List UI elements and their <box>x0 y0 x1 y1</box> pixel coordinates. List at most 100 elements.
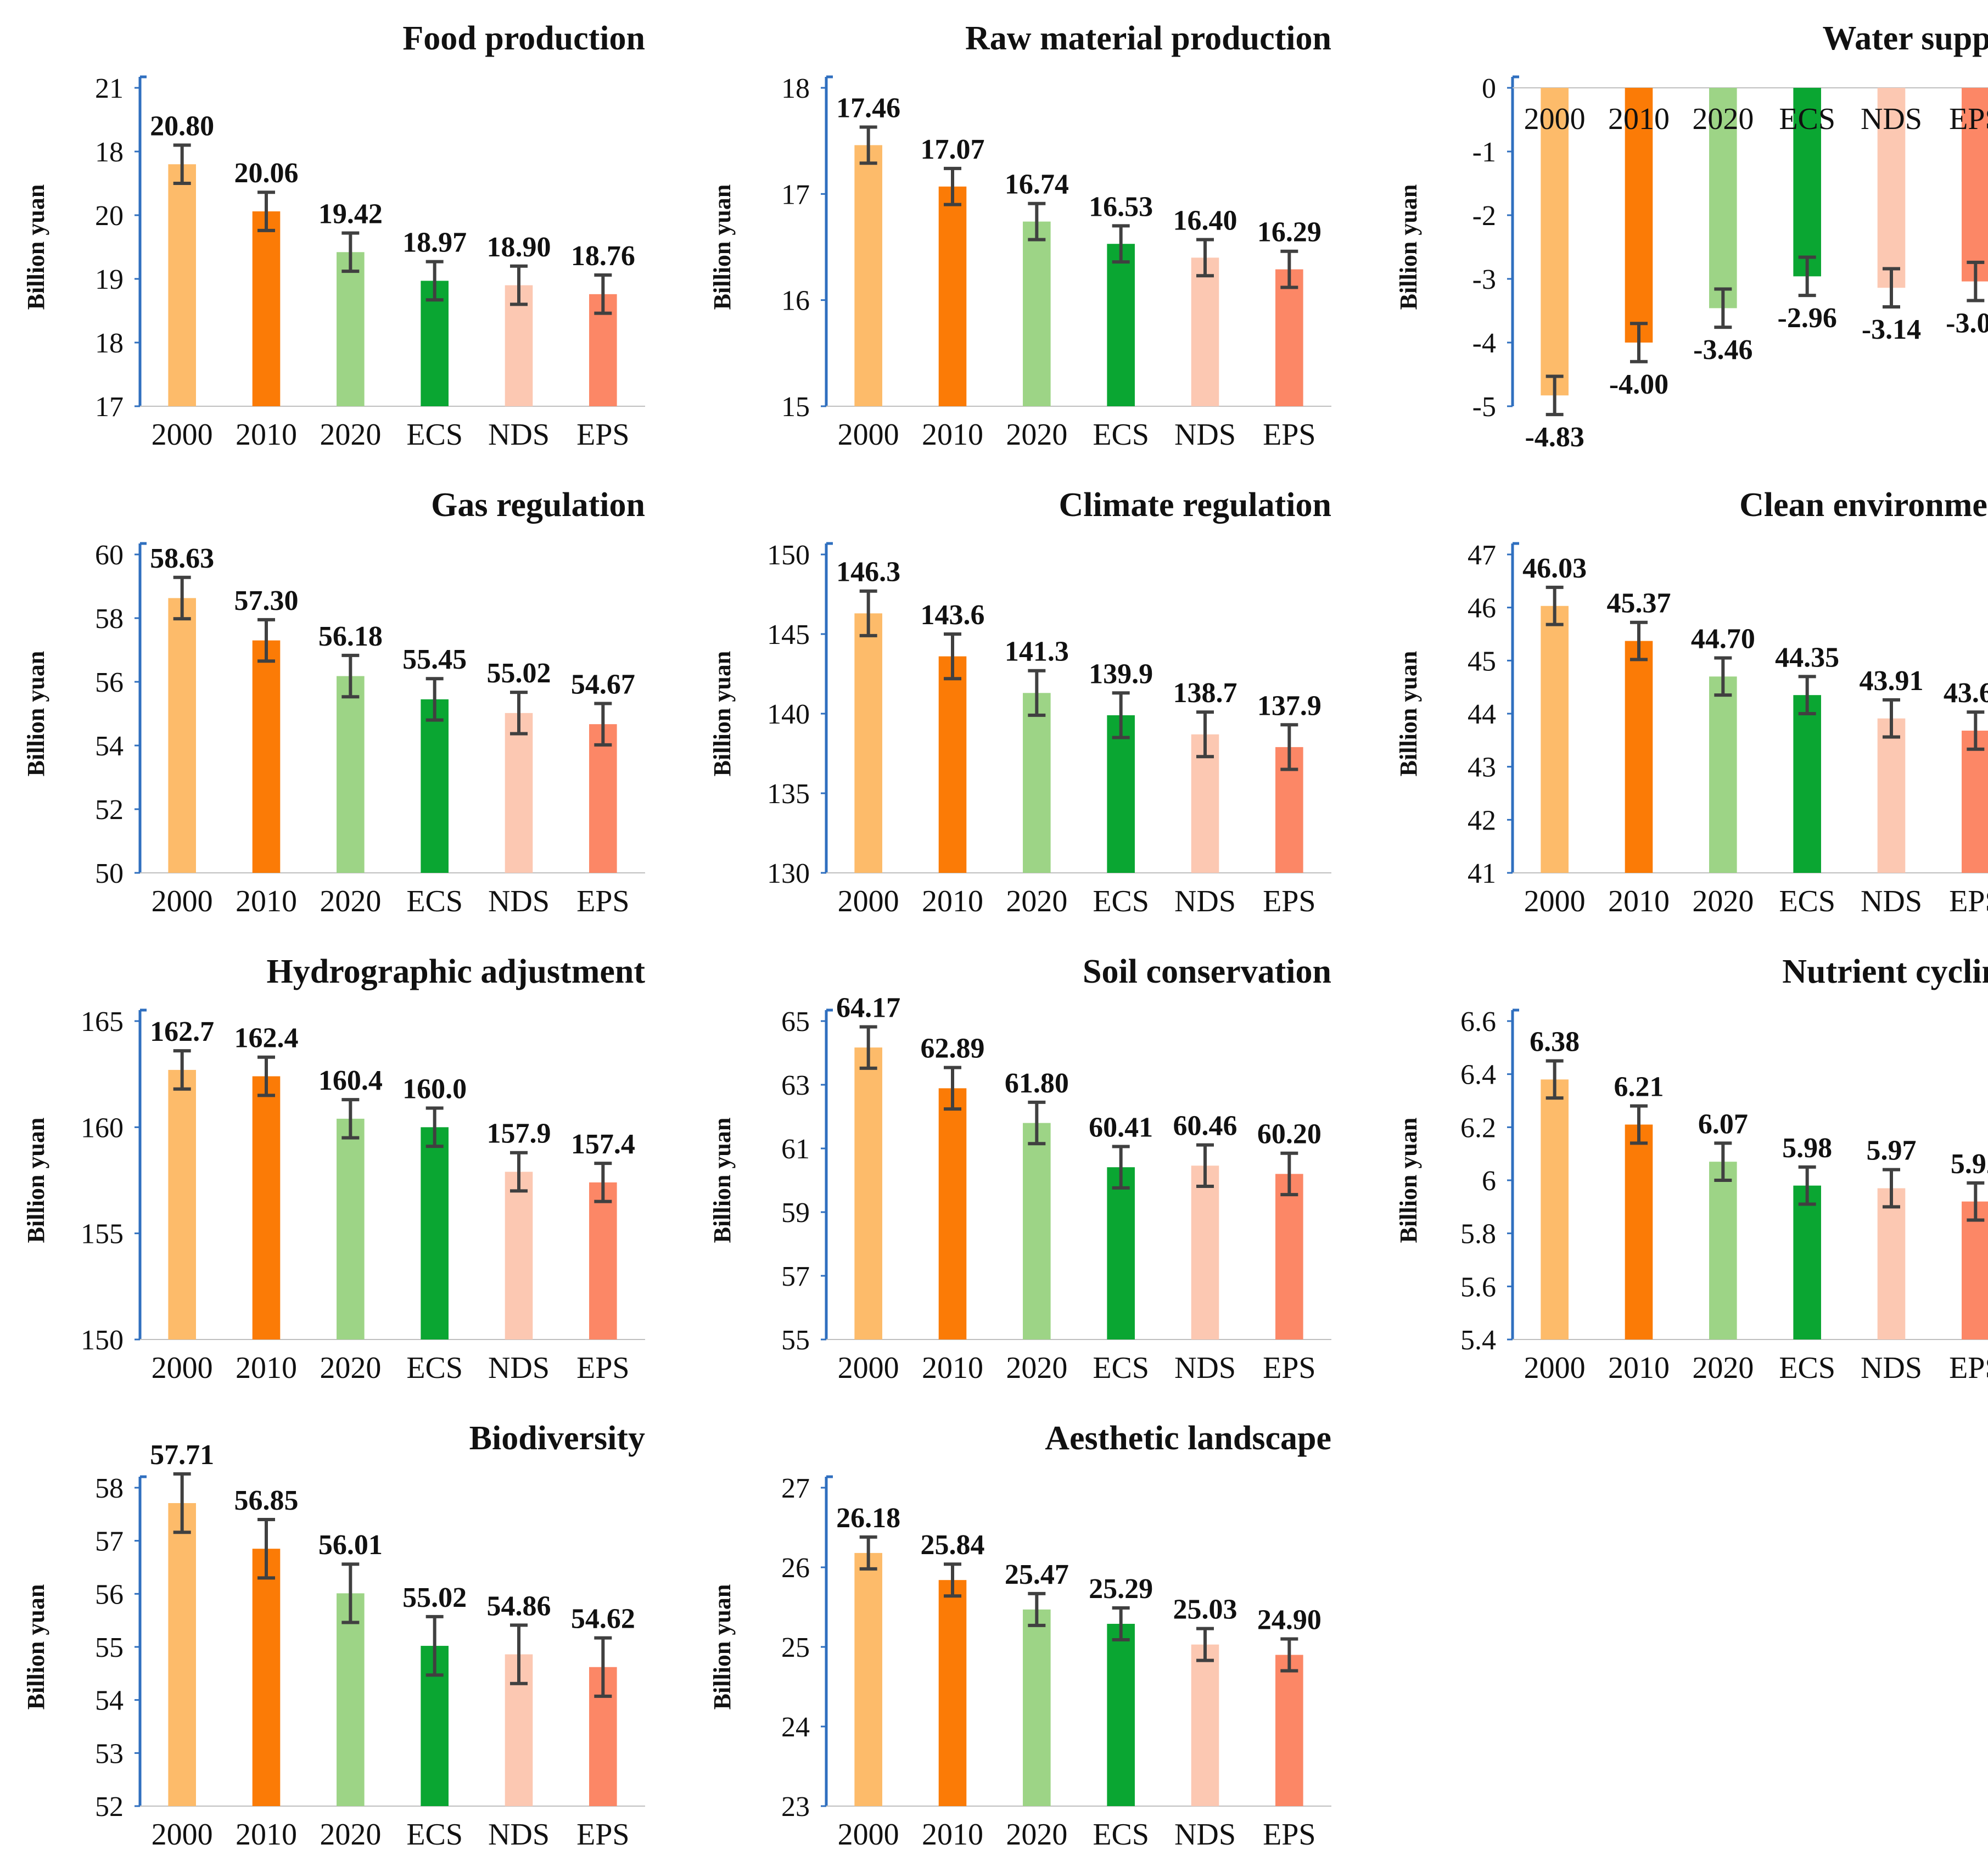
error-bar-ecs <box>1112 691 1130 739</box>
bar-2020 <box>337 1118 365 1339</box>
bar-ecs <box>1107 715 1135 873</box>
bar-2000 <box>854 1552 882 1806</box>
y-tick-label: 145 <box>767 619 810 651</box>
bar-eps <box>1962 1201 1988 1339</box>
error-bar-ecs <box>425 1615 444 1677</box>
x-category-label: 2020 <box>1006 1818 1067 1852</box>
error-bar-ecs <box>1798 1165 1816 1206</box>
chart-title: Raw material production <box>965 20 1331 57</box>
bar-2000 <box>168 164 196 406</box>
chart-svg-hydrographic-adjustment: Hydrographic adjustment Billion yuan 150 15… <box>23 953 645 1385</box>
y-tick-label: -5 <box>1472 391 1496 423</box>
data-label-2020: 56.18 <box>318 621 383 652</box>
data-label-2010: 62.89 <box>921 1033 985 1064</box>
x-category-label: NDS <box>1174 1351 1236 1385</box>
error-bar-2020 <box>341 653 360 699</box>
x-category-label: ECS <box>1779 884 1835 918</box>
chart-title: Climate regulation <box>1059 486 1331 524</box>
x-category-label: ECS <box>406 1351 463 1385</box>
y-tick-label: 19 <box>95 264 124 295</box>
y-axis-label: Billion yuan <box>709 1118 736 1243</box>
data-label-ecs: 55.02 <box>402 1582 467 1613</box>
error-bar-2020 <box>1714 656 1732 697</box>
y-tick-label: -1 <box>1472 137 1496 168</box>
x-category-label: ECS <box>1093 884 1149 918</box>
error-bar-2000 <box>173 575 191 621</box>
error-bar-ecs <box>1112 1145 1130 1190</box>
data-label-eps: -3.04 <box>1946 307 1988 339</box>
data-label-eps: 18.76 <box>571 240 635 272</box>
x-category-label: EPS <box>576 418 630 452</box>
x-category-label: 2000 <box>1524 884 1586 918</box>
error-bar-2010 <box>944 166 961 206</box>
chart-svg-soil-conservation: Soil conservation Billion yuan 55 57 59 61 63 6… <box>709 953 1331 1385</box>
data-label-ecs: -2.96 <box>1778 302 1837 334</box>
chart-title: Water supply <box>1823 20 1988 57</box>
error-bar-eps <box>1967 260 1985 302</box>
bar-2010 <box>938 1580 967 1806</box>
y-axis-label: Billion yuan <box>23 184 49 310</box>
data-label-eps: 16.29 <box>1257 217 1321 248</box>
bar-2010 <box>938 186 967 406</box>
error-bar-nds <box>1883 698 1900 739</box>
chart-panel-aesthetic-landscape: Aesthetic landscape Billion yuan 23 24 25 26 2… <box>697 1411 1345 1861</box>
data-label-2010: 57.30 <box>234 585 299 616</box>
data-label-2000: 6.38 <box>1530 1027 1580 1058</box>
error-bar-eps <box>1280 1637 1298 1673</box>
data-label-2010: 162.4 <box>234 1023 299 1054</box>
data-label-2020: 141.3 <box>1005 636 1069 668</box>
data-label-2000: 20.80 <box>150 110 214 142</box>
chart-svg-biodiversity: Biodiversity Billion yuan 52 53 54 55 56 57 58 57… <box>23 1420 645 1852</box>
x-category-label: 2020 <box>1692 1351 1754 1385</box>
x-category-label: 2010 <box>1608 1351 1670 1385</box>
data-label-2020: 6.07 <box>1698 1108 1748 1140</box>
bar-nds <box>1877 1188 1906 1339</box>
bar-2010 <box>252 1549 281 1806</box>
y-tick-label: 6.4 <box>1460 1060 1496 1091</box>
data-label-2000: 26.18 <box>836 1503 900 1534</box>
x-category-label: NDS <box>1861 1351 1922 1385</box>
error-bar-eps <box>594 702 612 747</box>
y-tick-label: 45 <box>1468 646 1496 677</box>
bar-2010 <box>938 656 967 873</box>
x-category-label: 2000 <box>838 418 899 452</box>
y-tick-label: 50 <box>95 858 124 889</box>
y-tick-label: -2 <box>1472 200 1496 232</box>
x-category-label: ECS <box>406 418 463 452</box>
bar-2010 <box>1625 88 1653 343</box>
bar-2010 <box>252 1076 281 1339</box>
bar-2020 <box>1023 1123 1051 1339</box>
bar-2020 <box>1709 88 1737 309</box>
error-bar-nds <box>1196 238 1214 278</box>
x-category-label: EPS <box>1263 884 1316 918</box>
data-label-2000: 146.3 <box>836 557 900 588</box>
x-category-label: EPS <box>1949 884 1988 918</box>
data-label-2020: 61.80 <box>1005 1068 1069 1099</box>
y-tick-label: 160 <box>81 1112 124 1143</box>
data-label-2020: 56.01 <box>318 1529 383 1561</box>
data-label-2020: 160.4 <box>318 1065 383 1096</box>
error-bar-2010 <box>257 1055 275 1097</box>
y-tick-label: 165 <box>81 1006 124 1038</box>
chart-panel-hydrographic-adjustment: Hydrographic adjustment Billion yuan 150 15… <box>11 944 659 1394</box>
chart-panel-clean-environment: Clean environment Billion yuan 41 42 43 44 45 4… <box>1384 478 1988 928</box>
data-label-2020: 25.47 <box>1005 1559 1069 1590</box>
y-tick-label: 58 <box>95 1473 124 1504</box>
data-label-2010: 6.21 <box>1614 1072 1664 1103</box>
bar-nds <box>1191 257 1219 406</box>
y-tick-label: 57 <box>95 1526 124 1557</box>
x-category-label: 2020 <box>1006 1351 1067 1385</box>
error-bar-ecs <box>1112 1606 1130 1641</box>
error-bar-nds <box>510 691 528 736</box>
error-bar-2010 <box>257 190 275 232</box>
error-bar-2010 <box>257 1518 275 1580</box>
data-label-2000: 64.17 <box>836 992 900 1023</box>
y-tick-label: -4 <box>1472 328 1496 359</box>
chart-svg-aesthetic-landscape: Aesthetic landscape Billion yuan 23 24 25 26 2… <box>709 1420 1331 1852</box>
y-tick-label: 18 <box>95 328 124 359</box>
x-category-label: 2020 <box>320 418 381 452</box>
error-bar-2000 <box>173 1049 191 1091</box>
y-tick-label: 5.8 <box>1460 1219 1496 1250</box>
bar-ecs <box>1793 695 1821 873</box>
bar-2020 <box>1023 1609 1051 1806</box>
